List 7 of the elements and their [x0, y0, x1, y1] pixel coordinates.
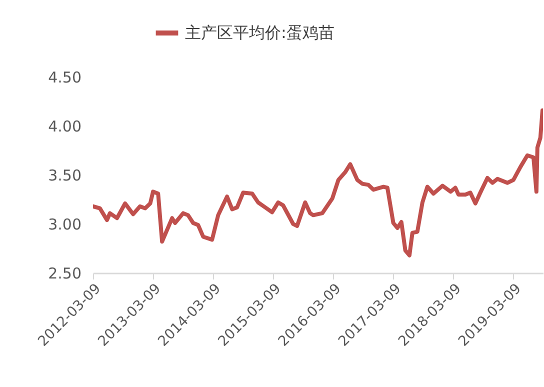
y-tick-label: 2.50: [48, 264, 82, 282]
y-tick-label: 3.50: [48, 166, 82, 184]
line-series: [93, 108, 543, 258]
y-tick-label: 4.50: [48, 68, 82, 86]
y-tick-label: 3.00: [48, 216, 82, 234]
legend-label: 主产区平均价:蛋鸡苗: [185, 23, 334, 42]
y-tick-label: 4.00: [48, 118, 82, 136]
